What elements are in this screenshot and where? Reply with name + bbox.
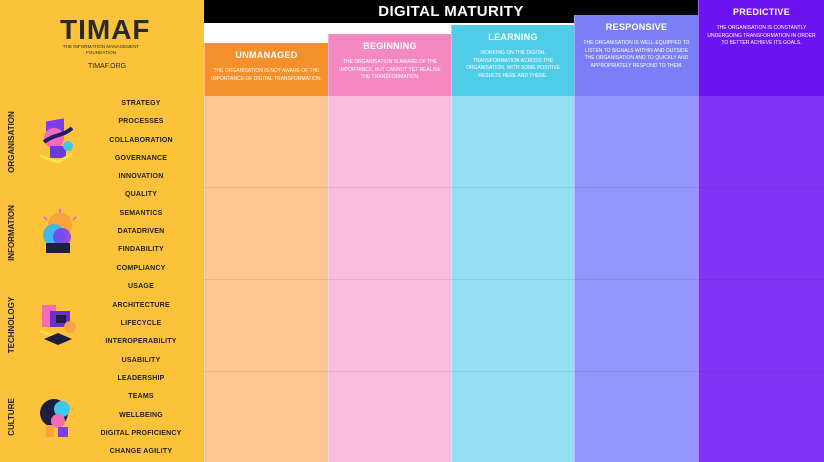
topic-item: WELLBEING	[119, 411, 163, 419]
dimension-label: INFORMATION	[7, 205, 16, 261]
level-name: BEGINNING	[363, 41, 417, 51]
topic-item: LIFECYCLE	[120, 320, 162, 327]
topic-item: ARCHITECTURE	[112, 301, 170, 309]
level-description: WORKING ON THE DIGITAL TRANSFORMATION AC…	[465, 50, 561, 79]
dimension-label: TECHNOLOGY	[7, 296, 16, 354]
dimension-label: ORGANISATION	[7, 110, 16, 173]
topic-item: INTEROPERABILITY	[105, 338, 177, 346]
topic-item: USABILITY	[121, 356, 161, 364]
topic-item: FINDABILITY	[118, 246, 164, 254]
page-title: DIGITAL MATURITY	[378, 3, 524, 20]
timaf-logo: TIMAF	[60, 14, 151, 45]
topic-item: COLLABORATION	[109, 136, 173, 144]
topic-item: LEADERSHIP	[117, 375, 165, 383]
level-header-learning: LEARNING WORKING ON THE DIGITAL TRANSFORM…	[451, 25, 574, 96]
topic-item: SEMANTICS	[119, 209, 163, 217]
topic-item: CHANGE AGILITY	[109, 447, 173, 455]
maturity-column-unmanaged	[204, 96, 328, 462]
topic-item: INNOVATION	[118, 172, 164, 180]
dimension-row-organisation	[0, 96, 204, 187]
level-header-responsive: RESPONSIVE THE ORGANISATION IS WELL-EQUIP…	[574, 15, 698, 96]
row-divider	[0, 371, 824, 372]
level-header-beginning: BEGINNING THE ORGANISATION IS AWARE OF TH…	[328, 34, 451, 96]
topic-item: DATADRIVEN	[117, 228, 165, 235]
topic-item: TEAMS	[128, 393, 154, 401]
logo-url-link[interactable]: TIMAF.ORG	[88, 63, 127, 70]
row-divider	[0, 279, 824, 280]
row-divider	[0, 187, 824, 188]
maturity-column-predictive	[698, 96, 824, 462]
organisation-icon	[32, 116, 84, 168]
topic-item: PROCESSES	[118, 118, 164, 126]
maturity-column-responsive	[574, 96, 698, 462]
culture-icon	[32, 391, 84, 443]
topic-item: QUALITY	[124, 191, 158, 199]
topic-item: USAGE	[128, 283, 154, 291]
level-description: THE ORGANISATION IS AWARE OF THE IMPORTA…	[339, 59, 441, 81]
level-description: THE ORGANISATION IS NOT AWARE OF THE IMP…	[211, 68, 322, 82]
dimension-row-technology	[0, 279, 204, 371]
topic-item: STRATEGY	[121, 100, 161, 108]
level-description: THE ORGANISATION IS CONSTANTLY UNDERGOIN…	[707, 25, 816, 47]
maturity-column-beginning	[328, 96, 451, 462]
level-description: THE ORGANISATION IS WELL-EQUIPPED TO LIS…	[583, 40, 690, 69]
level-name: LEARNING	[488, 32, 538, 42]
logo-block: TIMAF THE INFORMATION MANAGEMENT FOUNDAT…	[0, 0, 204, 96]
level-header-unmanaged: UNMANAGED THE ORGANISATION IS NOT AWARE O…	[204, 43, 328, 96]
information-icon	[32, 207, 84, 259]
level-name: PREDICTIVE	[732, 7, 790, 17]
dimension-row-culture	[0, 371, 204, 462]
topic-item: GOVERNANCE	[114, 154, 168, 162]
level-name: RESPONSIVE	[605, 22, 668, 32]
topic-item: DIGITAL PROFICIENCY	[100, 429, 182, 437]
level-header-predictive: PREDICTIVE THE ORGANISATION IS CONSTANTLY…	[698, 0, 824, 96]
dimension-label: CULTURE	[7, 397, 16, 436]
logo-subtitle: THE INFORMATION MANAGEMENT FOUNDATION	[62, 44, 140, 55]
dimension-row-information	[0, 187, 204, 279]
technology-icon	[32, 299, 84, 351]
topic-item: COMPLIANCY	[116, 264, 166, 272]
level-name: UNMANAGED	[235, 50, 298, 60]
maturity-column-learning	[451, 96, 574, 462]
